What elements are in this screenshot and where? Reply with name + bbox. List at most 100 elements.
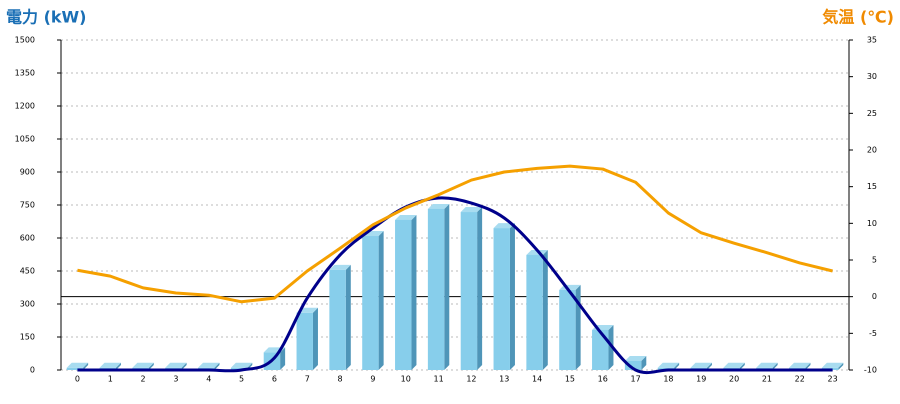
bar [66, 367, 84, 370]
y-tick-label: 1050 [15, 135, 35, 144]
bar [296, 312, 313, 370]
bar-side [312, 307, 318, 370]
bar-top [460, 207, 483, 213]
bar-side [444, 203, 450, 370]
y2-tick-label: 30 [867, 72, 877, 81]
y2-tick-label: 25 [867, 109, 877, 118]
x-tick-label: 5 [239, 375, 244, 384]
x-tick-label: 16 [598, 375, 608, 384]
y2-tick-label: 5 [872, 256, 877, 265]
bar-side [477, 207, 483, 370]
y2-axis-title: 気温 (℃) [822, 8, 894, 27]
x-tick-label: 6 [272, 375, 277, 384]
x-tick-label: 15 [565, 375, 575, 384]
bar-side [641, 355, 647, 370]
bar [460, 212, 478, 370]
x-tick-label: 14 [532, 375, 542, 384]
x-tick-label: 19 [696, 375, 706, 384]
bar-side [280, 347, 286, 370]
y2-tick-label: 0 [872, 292, 877, 301]
line [77, 196, 833, 375]
x-tick-label: 23 [827, 375, 837, 384]
bar-top [329, 264, 351, 270]
bar-top [395, 214, 417, 220]
x-tick-label: 21 [762, 375, 772, 384]
bar-side [148, 362, 154, 370]
y2-tick-label: 15 [867, 182, 877, 191]
y2-tick-label: 35 [867, 36, 877, 45]
bar-top [723, 362, 745, 368]
bar-top [657, 362, 680, 368]
y-tick-label: 0 [30, 366, 35, 375]
x-tick-label: 22 [795, 375, 805, 384]
bar [493, 228, 510, 370]
bar-side [214, 362, 220, 370]
bar-side [674, 362, 680, 370]
bar-side [115, 362, 121, 370]
y-tick-label: 900 [20, 168, 35, 177]
y-tick-label: 1350 [15, 69, 35, 78]
y2-tick-label: -5 [869, 329, 877, 338]
x-tick-label: 4 [206, 375, 211, 384]
bar-side [509, 223, 515, 370]
x-tick-label: 20 [729, 375, 739, 384]
bar [329, 269, 346, 370]
bar-top [165, 362, 187, 368]
bar-top [756, 362, 778, 368]
bar-side [706, 362, 712, 370]
x-tick-label: 8 [338, 375, 343, 384]
x-tick-label: 18 [663, 375, 673, 384]
y-tick-label: 600 [20, 234, 35, 243]
y2-tick-label: 20 [867, 146, 877, 155]
bar [559, 289, 576, 370]
y-tick-label: 300 [20, 300, 35, 309]
bar [395, 219, 412, 370]
bar-top [624, 355, 647, 361]
bar-side [83, 362, 89, 370]
bar-side [542, 249, 548, 370]
bar-side [838, 362, 844, 370]
bar [427, 208, 445, 370]
bar-side [378, 231, 384, 370]
y-tick-label: 1500 [15, 36, 35, 45]
x-tick-label: 11 [433, 375, 443, 384]
x-tick-label: 2 [141, 375, 146, 384]
x-tick-label: 9 [370, 375, 375, 384]
x-tick-label: 17 [630, 375, 640, 384]
y-axis-title: 電力 (kW) [6, 8, 87, 27]
y-tick-label: 750 [20, 201, 35, 210]
bar-side [411, 214, 417, 370]
bar-side [345, 264, 351, 370]
bar [624, 360, 642, 370]
bar-top [427, 203, 450, 209]
bar [526, 254, 543, 370]
bar-side [575, 284, 581, 370]
x-tick-label: 3 [173, 375, 178, 384]
y2-tick-label: -10 [864, 366, 877, 375]
bar-top [690, 362, 712, 368]
x-tick-label: 7 [305, 375, 310, 384]
bar-side [739, 362, 745, 370]
bar-top [789, 362, 811, 368]
bar [592, 329, 609, 370]
bar-top [198, 362, 220, 368]
y-tick-label: 450 [20, 267, 35, 276]
x-tick-label: 10 [401, 375, 411, 384]
x-tick-label: 1 [108, 375, 113, 384]
x-tick-label: 12 [466, 375, 476, 384]
bar [362, 236, 379, 370]
y2-tick-label: 10 [867, 219, 877, 228]
bar-top [821, 362, 844, 368]
bar-top [132, 362, 154, 368]
bar-top [493, 223, 515, 229]
bar-side [772, 362, 778, 370]
bar-side [181, 362, 187, 370]
y-tick-label: 150 [20, 333, 35, 342]
bar-side [805, 362, 811, 370]
line [77, 164, 833, 304]
x-tick-label: 0 [75, 375, 80, 384]
x-tick-label: 13 [499, 375, 509, 384]
bar-top [99, 362, 121, 368]
y-tick-label: 1200 [15, 102, 35, 111]
